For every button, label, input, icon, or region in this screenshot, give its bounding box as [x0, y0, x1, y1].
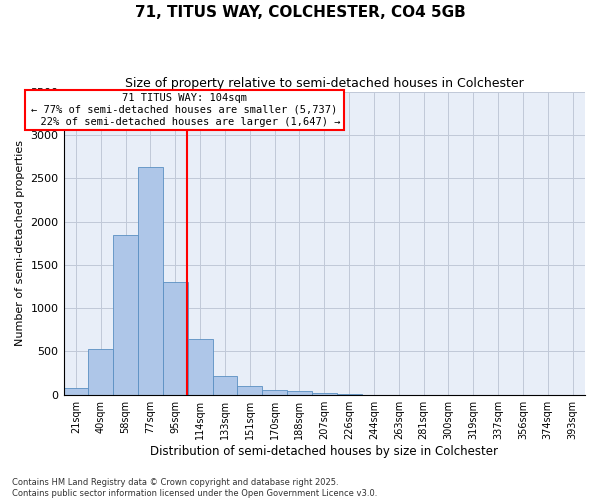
Bar — [212, 376, 238, 394]
Title: Size of property relative to semi-detached houses in Colchester: Size of property relative to semi-detach… — [125, 78, 524, 90]
Bar — [238, 386, 262, 394]
Text: Contains HM Land Registry data © Crown copyright and database right 2025.
Contai: Contains HM Land Registry data © Crown c… — [12, 478, 377, 498]
Bar — [88, 349, 113, 395]
Bar — [138, 168, 163, 394]
X-axis label: Distribution of semi-detached houses by size in Colchester: Distribution of semi-detached houses by … — [150, 444, 498, 458]
Y-axis label: Number of semi-detached properties: Number of semi-detached properties — [15, 140, 25, 346]
Bar — [113, 234, 138, 394]
Bar — [64, 388, 88, 394]
Text: 71, TITUS WAY, COLCHESTER, CO4 5GB: 71, TITUS WAY, COLCHESTER, CO4 5GB — [134, 5, 466, 20]
Bar — [188, 340, 212, 394]
Text: 71 TITUS WAY: 104sqm
← 77% of semi-detached houses are smaller (5,737)
  22% of : 71 TITUS WAY: 104sqm ← 77% of semi-detac… — [28, 94, 341, 126]
Bar — [262, 390, 287, 394]
Bar — [163, 282, 188, 395]
Bar — [287, 391, 312, 394]
